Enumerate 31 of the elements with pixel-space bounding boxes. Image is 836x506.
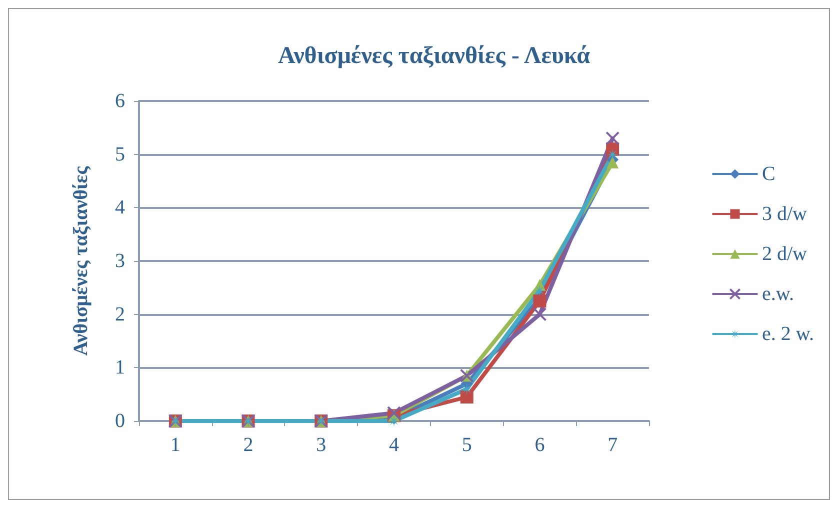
point [387, 406, 401, 420]
point [606, 148, 619, 160]
x-tick-label: 4 [389, 434, 399, 456]
y-tick-label: 0 [115, 410, 125, 432]
x-tick-label: 3 [316, 434, 326, 456]
point [532, 307, 547, 322]
legend-label: 2 d/w [762, 243, 808, 265]
legend-label: e.w. [762, 283, 794, 305]
x-tick-label: 6 [534, 434, 545, 456]
point [460, 383, 473, 395]
point [388, 415, 400, 427]
chart-title: Ανθισμένες ταξιανθίες - Λευκά [278, 43, 591, 69]
x-tick-label: 7 [608, 434, 618, 456]
x-tick-label: 2 [243, 434, 254, 456]
y-tick-label: 2 [115, 303, 125, 326]
y-axis-title: Ανθισμένες ταξιανθίες [70, 166, 92, 356]
y-tick-label: 5 [115, 143, 125, 166]
y-tick-label: 1 [115, 356, 125, 379]
y-tick-label: 4 [115, 196, 125, 219]
y-tick-label: 6 [115, 90, 125, 112]
legend-label: 3 d/w [762, 203, 808, 225]
legend-label: e. 2 w. [762, 323, 814, 345]
point [606, 156, 619, 168]
point [533, 294, 546, 308]
x-tick-label: 5 [462, 434, 472, 456]
y-tick-label: 3 [115, 250, 125, 272]
point [460, 390, 474, 404]
x-tick-label: 1 [170, 434, 180, 456]
point [606, 131, 620, 146]
legend-label: C [762, 163, 776, 185]
point [534, 284, 546, 296]
